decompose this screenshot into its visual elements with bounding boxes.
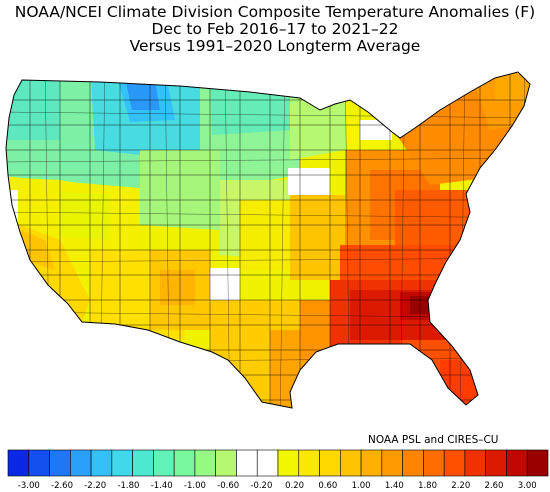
color-scale-swatch — [526, 449, 549, 477]
color-scale-swatch — [319, 449, 341, 477]
color-scale-tick-label: -1.40 — [150, 481, 173, 491]
color-scale-tick-label: -0.20 — [250, 481, 273, 491]
color-scale-swatch — [423, 449, 445, 477]
color-scale-swatch — [485, 449, 507, 477]
color-scale-swatch — [340, 449, 362, 477]
color-scale-tick-label: 1.40 — [384, 481, 404, 491]
color-scale-swatch — [360, 449, 383, 477]
color-scale-tick-label: 1.80 — [418, 481, 437, 491]
color-scale-tick-label: 0.20 — [285, 481, 305, 491]
color-scale-swatch — [90, 449, 113, 477]
color-scale-swatch — [381, 449, 403, 477]
map-title-line-1: NOAA/NCEI Climate Division Composite Tem… — [14, 3, 536, 21]
color-scale-swatch — [443, 449, 466, 477]
color-scale-tick-label: -2.20 — [84, 481, 107, 491]
map-title-line-3: Versus 1991–2020 Longterm Average — [129, 37, 421, 55]
color-scale-tick-label: -1.80 — [117, 481, 140, 491]
color-scale-tick-label: -3.00 — [17, 481, 40, 491]
data-credit: NOAA PSL and CIRES–CU — [368, 434, 499, 446]
color-scale-swatch — [256, 449, 279, 477]
us-climate-division-map — [5, 71, 531, 409]
color-scale-tick-label: 0.60 — [318, 481, 338, 491]
color-scale-swatch — [70, 449, 92, 477]
color-scale-swatch — [464, 449, 486, 477]
color-scale-bar — [7, 449, 549, 477]
color-scale-tick-label: -0.60 — [217, 481, 240, 491]
color-scale-swatch — [215, 449, 237, 477]
color-scale-tick-label: -1.00 — [183, 481, 206, 491]
color-scale-swatch — [277, 449, 300, 477]
color-scale-tick-label: -2.60 — [51, 481, 73, 491]
color-scale-swatch — [49, 449, 71, 477]
color-scale-swatch — [402, 449, 424, 477]
color-scale-tick-label: 1.00 — [351, 481, 371, 491]
color-scale-swatch — [7, 449, 30, 477]
color-scale-swatch — [111, 449, 133, 477]
color-scale-swatch — [153, 449, 175, 477]
map-title-line-2: Dec to Feb 2016–17 to 2021–22 — [151, 20, 399, 38]
color-scale-swatch — [28, 449, 50, 477]
color-scale-tick-label: 2.60 — [484, 481, 504, 491]
color-scale-swatch — [173, 449, 196, 477]
color-scale-swatch — [506, 449, 528, 477]
color-scale-swatch — [194, 449, 216, 477]
color-scale-swatch — [132, 449, 154, 477]
color-scale-swatch — [236, 449, 258, 477]
color-scale-tick-label: 3.00 — [517, 481, 537, 491]
color-scale-tick-label: 2.20 — [451, 481, 471, 491]
color-scale-swatch — [298, 449, 320, 477]
